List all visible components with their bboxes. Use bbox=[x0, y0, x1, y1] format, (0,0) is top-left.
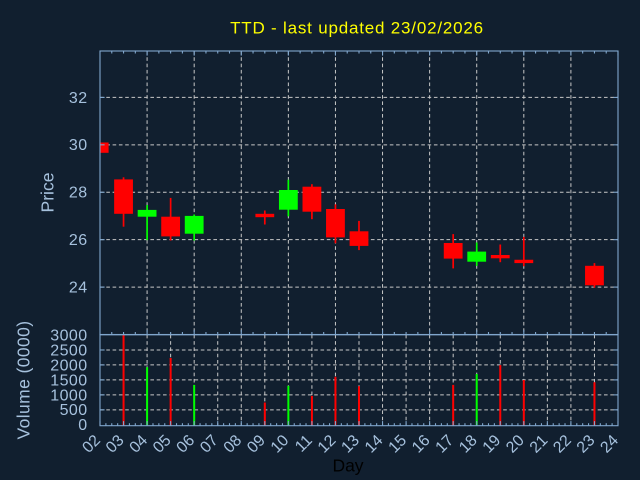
svg-text:26: 26 bbox=[69, 232, 88, 249]
svg-text:Day: Day bbox=[332, 456, 363, 476]
svg-text:2000: 2000 bbox=[50, 357, 87, 374]
svg-text:24: 24 bbox=[69, 279, 88, 296]
svg-text:32: 32 bbox=[69, 90, 88, 107]
svg-text:28: 28 bbox=[69, 185, 88, 202]
svg-text:Volume (0000): Volume (0000) bbox=[13, 320, 33, 439]
svg-text:Price: Price bbox=[37, 173, 57, 213]
svg-text:1000: 1000 bbox=[50, 387, 87, 404]
svg-text:500: 500 bbox=[60, 402, 88, 419]
svg-text:TTD - last updated 23/02/2026: TTD - last updated 23/02/2026 bbox=[230, 19, 484, 38]
svg-text:1500: 1500 bbox=[50, 372, 87, 389]
svg-text:3000: 3000 bbox=[50, 327, 87, 344]
svg-text:30: 30 bbox=[69, 137, 88, 154]
svg-text:0: 0 bbox=[78, 417, 87, 434]
svg-text:2500: 2500 bbox=[50, 342, 87, 359]
